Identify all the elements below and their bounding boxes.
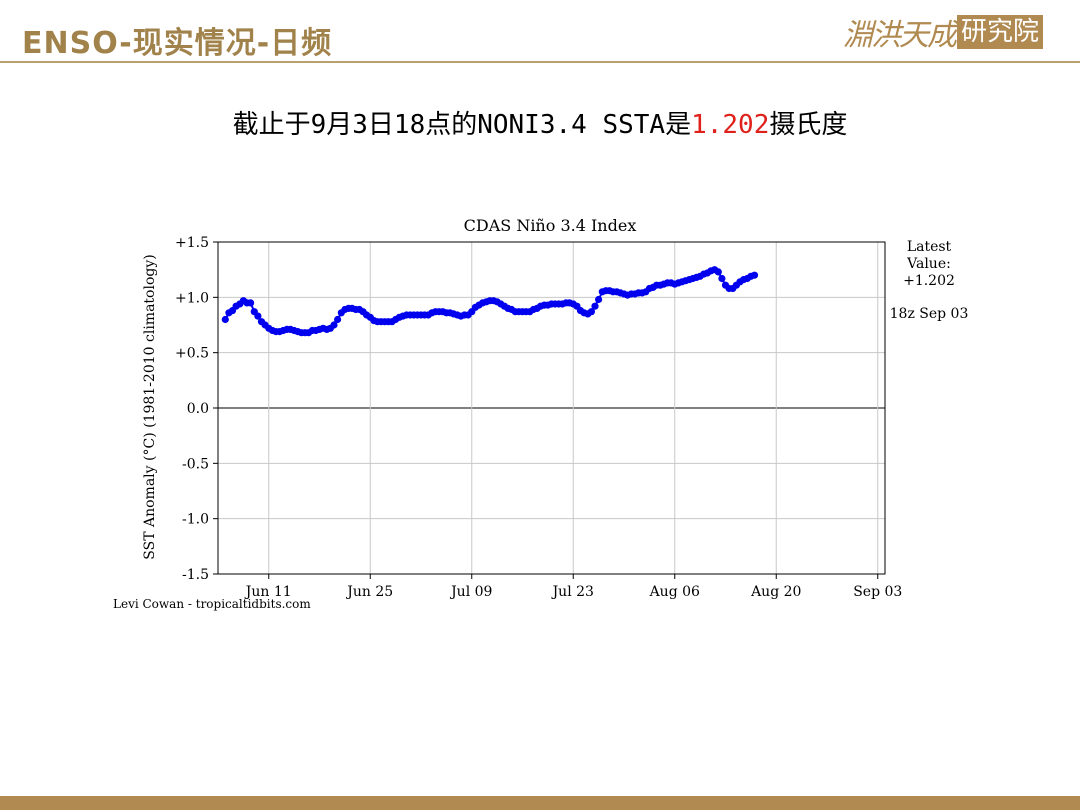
data-point [221, 315, 229, 324]
y-tick-label: +1.5 [175, 235, 209, 251]
latest-value: +1.202 [903, 273, 955, 289]
y-tick-label: +1.0 [175, 290, 209, 306]
data-point [595, 295, 603, 304]
series-points [221, 266, 759, 337]
y-tick-label: -0.5 [182, 456, 209, 472]
data-point [591, 302, 599, 310]
headline-value: 1.202 [691, 110, 770, 140]
latest-label: Latest [907, 239, 952, 255]
headline-prefix: 截止于9月3日18点的NONI3.4 SSTA是 [232, 110, 692, 140]
page-title: ENSO-现实情况-日频 [22, 26, 333, 61]
data-point [254, 312, 262, 320]
x-tick-label: Sep 03 [853, 584, 902, 600]
ticks: +1.5 +1.0 +0.5 0.0 -0.5 -1.0 -1.5 Jun 11 Jun 25 J… [175, 235, 902, 600]
x-tick-label: Jun 11 [244, 584, 292, 600]
latest-label-2: Value: [906, 256, 951, 272]
latest-time: 18z Sep 03 [890, 306, 969, 322]
footer-bar [0, 796, 1080, 810]
y-tick-label: +0.5 [175, 346, 209, 362]
data-point [330, 321, 338, 329]
x-tick-label: Aug 20 [750, 584, 801, 600]
headline: 截止于9月3日18点的NONI3.4 SSTA是1.202摄氏度 [0, 104, 1080, 141]
x-tick-label: Jul 23 [551, 584, 594, 600]
logo-text: 淵洪天成 [843, 18, 957, 53]
logo-box-text: 研究院 [957, 15, 1044, 49]
header-divider [0, 61, 1080, 63]
y-axis-label: SST Anomaly (°C) (1981-2010 climatology) [142, 254, 158, 559]
data-point [718, 274, 726, 283]
headline-suffix: 摄氏度 [769, 110, 848, 140]
y-tick-label: -1.0 [182, 512, 209, 528]
data-point [587, 308, 596, 316]
chart-credit: Levi Cowan - tropicaltidbits.com [113, 597, 311, 611]
brand-logo: 淵洪天成 研究院 [843, 14, 1044, 53]
x-tick-label: Aug 06 [649, 584, 700, 600]
grid [218, 241, 885, 575]
x-tick-label: Jun 25 [345, 584, 393, 600]
data-point [714, 268, 722, 276]
data-point [247, 299, 255, 307]
data-point [334, 315, 342, 324]
y-tick-label: -1.5 [182, 567, 209, 583]
y-tick-label: 0.0 [187, 401, 209, 417]
data-point [750, 271, 759, 279]
x-tick-label: Jul 09 [449, 584, 492, 600]
chart-title: CDAS Niño 3.4 Index [464, 216, 637, 235]
